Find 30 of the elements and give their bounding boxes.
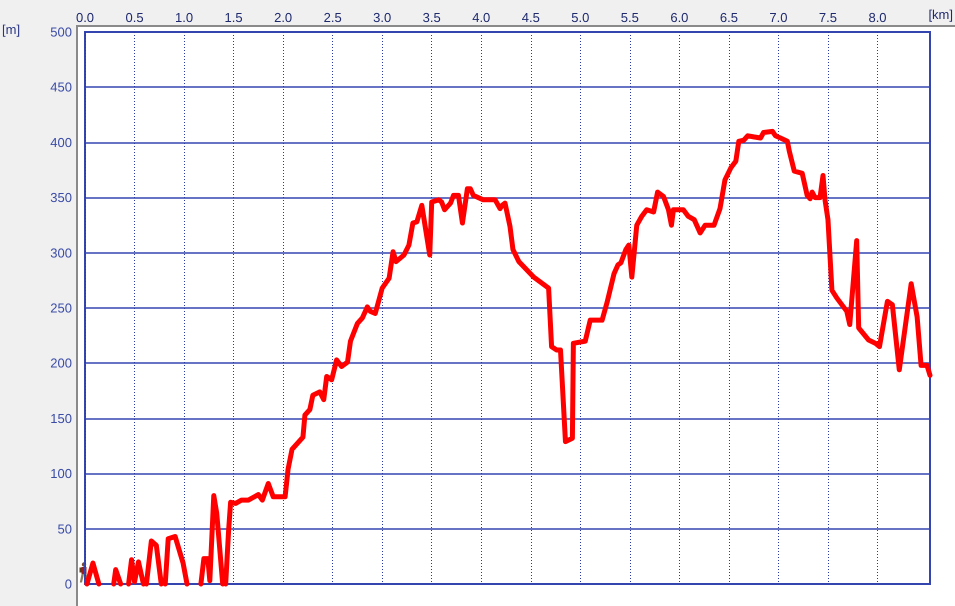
x-tick-label: 1.0: [175, 10, 194, 25]
y-tick-label: 150: [50, 410, 72, 426]
y-tick-label: 300: [50, 245, 72, 260]
y-tick-label: 100: [50, 466, 72, 482]
y-tick-label: 350: [50, 190, 72, 206]
x-tick-label: 2.0: [274, 10, 292, 25]
x-tick-label: 6.5: [720, 10, 738, 25]
x-tick-label: 1.5: [224, 10, 243, 25]
x-tick-label: 4.0: [472, 10, 490, 25]
x-axis-title: [km]: [928, 7, 954, 22]
x-tick-label: 5.0: [571, 10, 590, 25]
x-tick-label: 3.0: [373, 10, 392, 25]
y-tick-label: 250: [50, 300, 72, 316]
x-tick-label: 3.5: [422, 10, 441, 25]
x-tick-label: 2.5: [324, 10, 342, 25]
x-tick-label: 7.0: [769, 10, 788, 25]
x-tick-label: 7.5: [818, 10, 838, 25]
x-tick-label: 6.0: [670, 10, 688, 25]
y-tick-label: 450: [50, 80, 72, 95]
x-tick-label: 5.5: [620, 10, 639, 25]
y-tick-label: 0: [64, 576, 72, 592]
y-tick-label: 50: [58, 521, 72, 536]
x-tick-label: 8.0: [868, 10, 887, 25]
y-tick-label: 200: [50, 356, 72, 371]
x-tick-label: 0.5: [125, 10, 144, 25]
y-tick-label: 500: [50, 24, 72, 40]
x-tick-label: 4.5: [522, 10, 540, 25]
y-axis-title: [m]: [2, 22, 20, 37]
y-tick-label: 400: [50, 134, 72, 150]
x-tick-label: 0.0: [76, 10, 94, 25]
